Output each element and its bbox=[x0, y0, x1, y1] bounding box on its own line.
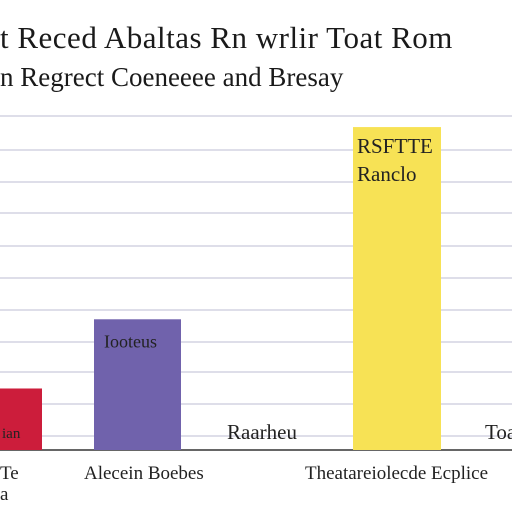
bar-label-4: Toa bbox=[485, 420, 512, 444]
chart-subtitle: n Regrect Coeneeee and Bresay bbox=[0, 62, 344, 92]
category-label-1: Alecein Boebes bbox=[84, 463, 204, 484]
bar-label-3-b: Ranclo bbox=[357, 162, 416, 186]
bar-3 bbox=[353, 127, 441, 451]
category-label-0-b: a bbox=[0, 484, 9, 505]
category-label-0-a: Te bbox=[0, 463, 19, 484]
bar-label-0: ian bbox=[2, 426, 21, 442]
bar-0 bbox=[0, 388, 42, 450]
bar-1 bbox=[94, 319, 181, 450]
bar-label-1: Iooteus bbox=[104, 331, 157, 351]
bar-label-2: Raarheu bbox=[227, 420, 297, 444]
category-label-3: Theatareiolecde Ecplice bbox=[305, 463, 488, 484]
bar-label-3-a: RSFTTE bbox=[357, 134, 433, 158]
chart-title: t Reced Abaltas Rn wrlir Toat Rom bbox=[0, 20, 453, 55]
